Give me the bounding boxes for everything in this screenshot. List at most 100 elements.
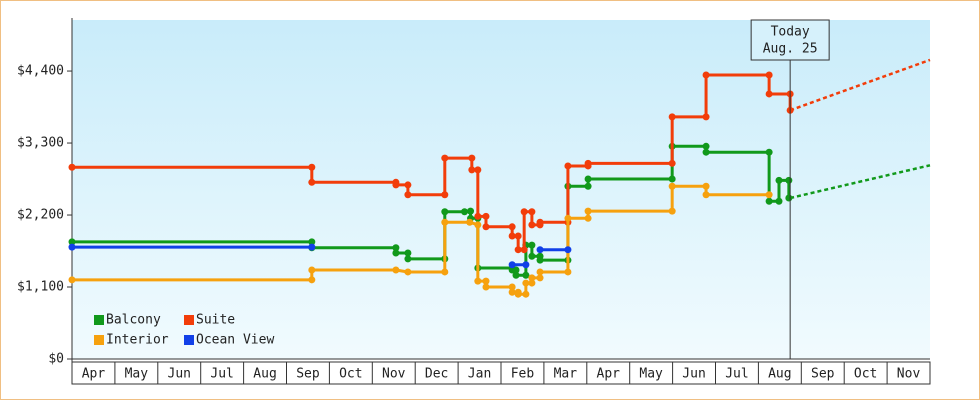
point — [536, 274, 544, 282]
point — [68, 276, 76, 284]
point — [308, 243, 316, 251]
point — [668, 159, 676, 167]
point — [392, 181, 400, 189]
legend-label: Balcony — [106, 313, 161, 328]
legend-label: Ocean View — [196, 333, 274, 348]
point — [404, 191, 412, 199]
point — [68, 238, 76, 246]
point — [702, 182, 710, 190]
point — [68, 163, 76, 171]
point — [775, 197, 783, 205]
projection-line — [789, 58, 931, 112]
point — [536, 218, 544, 226]
point — [392, 249, 400, 257]
point — [441, 268, 449, 276]
x-tick-label: Sep — [296, 367, 320, 382]
point — [441, 191, 449, 199]
point — [514, 246, 522, 254]
point — [528, 241, 536, 249]
x-tick-label: Oct — [339, 367, 362, 382]
point — [392, 266, 400, 274]
point — [482, 283, 490, 291]
point — [68, 243, 76, 251]
point — [404, 249, 412, 257]
point — [584, 182, 592, 190]
point — [668, 175, 676, 183]
point — [308, 163, 316, 171]
point — [512, 271, 520, 279]
x-tick-label: Nov — [897, 367, 921, 382]
x-tick-label: Dec — [425, 367, 448, 382]
point — [536, 246, 544, 254]
y-tick-label: $1,100 — [17, 280, 64, 295]
x-tick-label: Sep — [811, 367, 835, 382]
point — [765, 191, 773, 199]
y-tick-label: $3,300 — [17, 136, 64, 151]
legend-swatch — [94, 315, 104, 325]
point — [528, 252, 536, 260]
point — [765, 90, 773, 98]
layer: $0 $1,100 $2,200 $3,300 $4,400 Apr May Jun Jul Au… — [17, 19, 931, 384]
y-tick-label: $0 — [48, 352, 64, 367]
point — [468, 154, 476, 162]
legend-label: Suite — [196, 313, 235, 328]
point — [536, 268, 544, 276]
point — [482, 223, 490, 231]
point — [404, 268, 412, 276]
point — [785, 194, 793, 202]
point — [308, 276, 316, 284]
point — [668, 207, 676, 215]
point — [461, 208, 469, 216]
point — [785, 176, 793, 184]
x-tick-label: Apr — [82, 367, 106, 382]
plot-area — [72, 20, 930, 359]
point — [775, 176, 783, 184]
point — [564, 246, 572, 254]
point — [441, 218, 449, 226]
point — [765, 148, 773, 156]
point — [522, 290, 530, 298]
point — [508, 288, 516, 296]
point — [474, 166, 482, 174]
x-tick-label: Jun — [168, 367, 191, 382]
today-box — [750, 19, 830, 61]
point — [564, 214, 572, 222]
today-label: Today — [771, 25, 810, 40]
point — [441, 154, 449, 162]
point — [392, 244, 400, 252]
point — [522, 279, 530, 287]
point — [765, 71, 773, 79]
point — [765, 197, 773, 205]
point — [514, 232, 522, 240]
point — [441, 208, 449, 216]
point — [404, 181, 412, 189]
point — [668, 113, 676, 121]
x-tick-label: Oct — [854, 367, 877, 382]
point — [467, 207, 475, 215]
x-tick-label: Mar — [554, 367, 578, 382]
point — [508, 283, 516, 291]
legend-swatch — [94, 335, 104, 345]
point — [702, 142, 710, 150]
point — [520, 246, 528, 254]
point — [522, 271, 530, 279]
point — [564, 162, 572, 170]
point — [482, 212, 490, 220]
point — [508, 223, 516, 231]
point — [512, 266, 520, 274]
point — [668, 182, 676, 190]
point — [474, 277, 482, 285]
x-tick-label: May — [125, 367, 149, 382]
x-tick-label: Nov — [382, 367, 406, 382]
point — [474, 221, 482, 229]
point — [702, 191, 710, 199]
point — [474, 212, 482, 220]
point — [528, 279, 536, 287]
point — [508, 261, 516, 269]
y-tick-label: $4,400 — [17, 64, 64, 79]
x-tick-label: Aug — [768, 367, 791, 382]
point — [584, 207, 592, 215]
point — [514, 290, 522, 298]
x-tick-label: Aug — [253, 367, 276, 382]
